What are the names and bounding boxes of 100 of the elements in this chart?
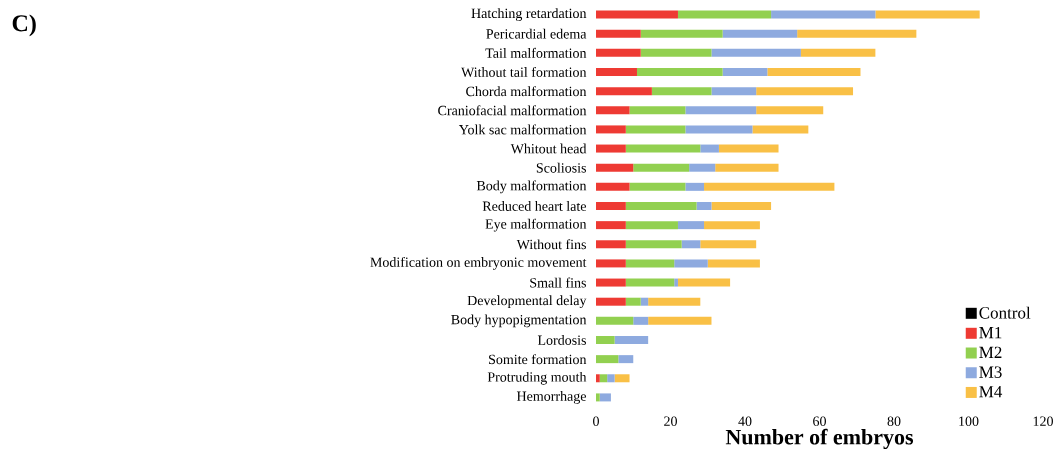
- bar: [596, 355, 619, 364]
- bar: [596, 278, 626, 287]
- bar: [677, 278, 731, 287]
- bar: [756, 87, 854, 96]
- bar: [614, 374, 630, 383]
- bar: [618, 355, 634, 364]
- bar: [636, 67, 723, 76]
- bar: [596, 335, 615, 344]
- y-tick-label: Without tail formation: [461, 66, 587, 78]
- y-tick-label: Hatching retardation: [471, 8, 587, 21]
- legend-label: M3: [979, 366, 1002, 378]
- bar: [797, 29, 917, 38]
- bar: [629, 182, 686, 191]
- bar: [707, 259, 760, 268]
- legend-label: M2: [979, 346, 1002, 358]
- text: C): [12, 14, 36, 37]
- bar: [771, 10, 876, 19]
- bar: [625, 297, 641, 306]
- bar: [599, 393, 611, 402]
- bar: [640, 297, 649, 306]
- legend-label: M4: [979, 386, 1003, 398]
- y-tick-label: Pericardial edema: [486, 28, 587, 39]
- bar: [596, 125, 626, 134]
- bar: [614, 335, 649, 344]
- bar: [625, 259, 675, 268]
- x-tick-label: 0: [593, 416, 599, 426]
- y-tick-label: Small fins: [530, 277, 586, 288]
- bar: [596, 144, 626, 153]
- bar: [875, 10, 980, 19]
- y-tick-label: Body malformation: [476, 180, 587, 194]
- bar: [674, 259, 708, 268]
- bar: [756, 106, 824, 115]
- bar: [625, 221, 678, 230]
- legend-label: Control: [979, 306, 1031, 319]
- bar: [596, 10, 678, 19]
- bar: [700, 240, 757, 249]
- bar: [681, 240, 701, 249]
- bar: [700, 144, 719, 153]
- y-tick-label: Yolk sac malformation: [458, 124, 587, 135]
- bar: [596, 316, 634, 325]
- y-tick-label: Tail malformation: [485, 47, 587, 58]
- bar: [648, 297, 701, 306]
- bar: [596, 163, 634, 172]
- y-tick-label: Chorda malformation: [466, 86, 587, 97]
- bar: [696, 201, 712, 210]
- y-tick-label: Lordosis: [537, 335, 586, 345]
- bar: [625, 125, 686, 134]
- bar: [596, 106, 630, 115]
- y-tick-label: Craniofacial malformation: [438, 105, 587, 116]
- y-tick-label: Body hypopigmentation: [451, 314, 587, 328]
- bar: [767, 67, 861, 76]
- bar: [677, 10, 772, 19]
- y-tick-label: Reduced heart late: [482, 201, 587, 211]
- y-tick-label: Whitout head: [510, 143, 587, 154]
- bar: [711, 201, 772, 210]
- bar: [596, 67, 637, 76]
- bar: [704, 182, 835, 191]
- bar: [722, 67, 768, 76]
- bar: [685, 125, 753, 134]
- bar: [718, 144, 779, 153]
- bar: [596, 29, 641, 38]
- bar: [800, 48, 876, 57]
- x-tick-label: 20: [664, 416, 677, 426]
- bar: [596, 374, 600, 383]
- bar: [596, 221, 626, 230]
- bar: [685, 106, 757, 115]
- bar: [596, 201, 626, 210]
- y-tick-label: Modification on embryonic movement: [370, 256, 587, 270]
- x-tick-label: 120: [1033, 416, 1053, 426]
- bar: [596, 48, 641, 57]
- bar: [711, 48, 801, 57]
- bar: [640, 29, 723, 38]
- x-tick-label: 40: [738, 416, 752, 426]
- bar: [722, 29, 798, 38]
- bar: [689, 163, 716, 172]
- bar: [607, 374, 615, 383]
- bar: [648, 316, 712, 325]
- bar: [596, 87, 652, 96]
- bar: [715, 163, 779, 172]
- bar: [651, 87, 712, 96]
- bar: [625, 278, 675, 287]
- y-tick-label: Protruding mouth: [487, 371, 587, 385]
- bar: [752, 125, 809, 134]
- bar: [685, 182, 705, 191]
- x-tick-label: 80: [887, 416, 901, 426]
- bar: [704, 221, 760, 230]
- legend-label: M1: [979, 326, 1002, 339]
- bar: [625, 201, 697, 210]
- bar: [633, 163, 690, 172]
- y-tick-label: Scoliosis: [536, 162, 586, 173]
- bar: [596, 182, 630, 191]
- bar: [629, 106, 686, 115]
- bar: [599, 374, 608, 383]
- y-tick-label: Eye malformation: [485, 218, 587, 232]
- bar: [596, 240, 626, 249]
- bar: [640, 48, 712, 57]
- y-tick-label: Without fins: [516, 239, 586, 250]
- y-tick-label: Somite formation: [489, 354, 587, 365]
- bar: [674, 278, 678, 287]
- bar: [596, 393, 600, 402]
